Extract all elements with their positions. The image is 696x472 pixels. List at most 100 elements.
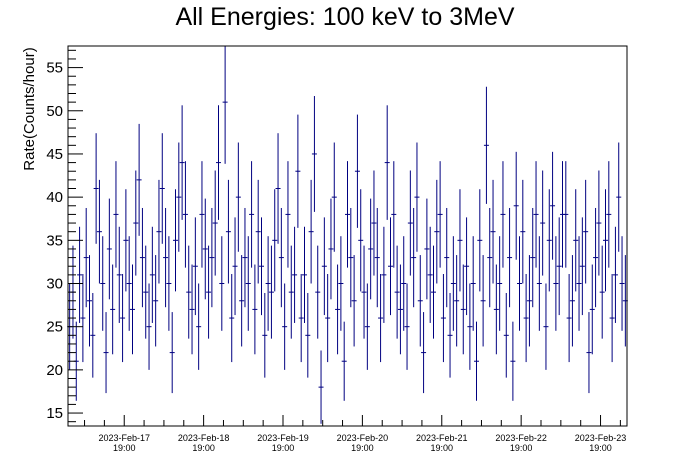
- data-point: [345, 161, 350, 268]
- data-point: [540, 170, 546, 276]
- data-point: [546, 189, 552, 292]
- data-point: [361, 245, 367, 339]
- data-point: [563, 161, 569, 268]
- data-point: [80, 274, 86, 363]
- data-point: [159, 133, 165, 244]
- data-point: [212, 170, 218, 276]
- x-tick-date: 2023-Feb-18: [178, 433, 230, 443]
- data-point: [149, 226, 155, 323]
- data-point: [553, 236, 559, 331]
- chart-title: All Energies: 100 keV to 3MeV: [175, 3, 514, 31]
- y-tick-label: 40: [46, 189, 63, 206]
- data-point: [338, 236, 344, 331]
- data-point: [206, 245, 212, 339]
- data-point: [434, 179, 440, 284]
- y-tick-label: 25: [46, 319, 63, 336]
- data-point: [616, 142, 622, 252]
- data-point: [216, 105, 221, 220]
- data-point: [262, 293, 268, 378]
- data-point: [341, 321, 347, 401]
- data-point: [229, 274, 235, 363]
- data-point: [199, 161, 205, 268]
- data-point: [533, 161, 539, 268]
- data-point: [586, 312, 592, 394]
- x-tick-date: 2023-Feb-17: [98, 433, 150, 443]
- data-point: [295, 114, 301, 228]
- data-point: [612, 226, 618, 323]
- x-tick-time: 19:00: [431, 443, 454, 453]
- data-point: [447, 293, 453, 378]
- data-point: [404, 283, 410, 370]
- data-point: [77, 226, 83, 323]
- data-point: [288, 245, 294, 339]
- data-point: [480, 255, 486, 347]
- data-point: [464, 217, 470, 316]
- data-point: [437, 161, 443, 268]
- data-point: [358, 189, 364, 292]
- x-tick-date: 2023-Feb-21: [416, 433, 468, 443]
- y-axis-label: Rate(Counts/hour): [21, 47, 38, 170]
- data-point: [93, 133, 99, 244]
- data-point: [189, 264, 195, 355]
- data-point: [440, 274, 446, 363]
- data-point: [348, 207, 354, 308]
- data-point: [325, 274, 331, 363]
- data-point: [275, 133, 281, 244]
- data-point: [490, 179, 496, 284]
- data-point: [209, 207, 215, 308]
- data-point: [219, 236, 225, 331]
- data-point: [321, 217, 327, 316]
- data-point: [335, 264, 341, 355]
- data-point: [235, 142, 241, 252]
- data-point: [606, 161, 612, 268]
- data-point: [126, 236, 132, 331]
- data-point: [520, 179, 526, 284]
- data-point: [272, 189, 278, 292]
- data-point: [503, 293, 509, 378]
- data-point: [460, 264, 466, 355]
- data-point: [487, 207, 493, 308]
- data-point: [153, 255, 159, 347]
- data-point: [394, 245, 400, 339]
- data-point: [83, 207, 89, 308]
- data-point: [308, 179, 314, 284]
- data-point: [497, 236, 503, 331]
- x-tick-time: 19:00: [351, 443, 374, 453]
- data-point: [351, 255, 357, 347]
- data-point: [222, 46, 228, 164]
- data-point: [143, 245, 149, 339]
- data-point: [576, 236, 582, 331]
- x-tick-date: 2023-Feb-22: [495, 433, 547, 443]
- data-point: [106, 198, 112, 300]
- data-point: [474, 321, 479, 401]
- data-point: [331, 142, 337, 252]
- data-point: [278, 207, 284, 308]
- data-point: [599, 245, 605, 339]
- data-point: [583, 179, 589, 284]
- data-point: [302, 226, 307, 323]
- data-point: [444, 207, 450, 308]
- x-tick-date: 2023-Feb-19: [257, 433, 309, 443]
- data-point: [136, 123, 142, 236]
- data-point: [526, 255, 532, 347]
- data-point: [202, 198, 208, 300]
- data-point: [282, 283, 288, 370]
- data-point: [265, 236, 271, 331]
- data-point: [292, 226, 298, 323]
- data-point: [245, 236, 251, 331]
- data-point: [391, 161, 397, 268]
- data-point: [252, 264, 258, 355]
- data-point: [619, 236, 625, 331]
- data-point: [424, 198, 430, 300]
- data-point: [192, 217, 198, 316]
- y-tick-label: 45: [46, 146, 63, 163]
- data-point: [536, 236, 542, 331]
- y-tick-label: 35: [46, 232, 63, 249]
- data-point: [596, 170, 602, 276]
- data-point: [603, 189, 608, 292]
- y-tick-label: 15: [46, 405, 63, 422]
- data-point: [569, 255, 575, 347]
- data-point: [328, 198, 334, 300]
- data-point: [609, 274, 615, 363]
